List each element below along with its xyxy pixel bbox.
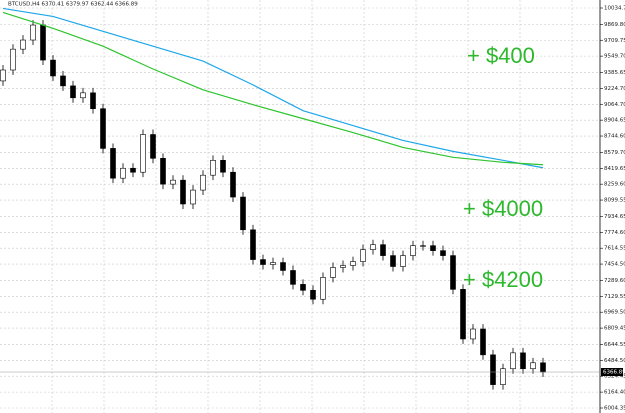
candle-body bbox=[430, 245, 436, 251]
y-tick-label: 9064.70 bbox=[604, 102, 625, 108]
candle-body bbox=[540, 362, 546, 373]
candle-body bbox=[470, 328, 476, 340]
y-tick-label: 7289.60 bbox=[604, 278, 625, 284]
moving-average bbox=[2, 7, 544, 169]
candle-body bbox=[460, 289, 466, 340]
candle-body bbox=[130, 167, 136, 173]
y-tick-label: 7614.55 bbox=[604, 246, 625, 252]
candle-body bbox=[170, 179, 176, 185]
y-tick-label: 8259.60 bbox=[604, 182, 625, 188]
annotation: + $4000 bbox=[463, 196, 543, 221]
candle-body bbox=[420, 245, 426, 247]
y-tick-label: 9709.75 bbox=[604, 38, 625, 44]
candle-body bbox=[480, 328, 486, 356]
candle-body bbox=[120, 167, 126, 179]
y-tick-label: 9385.65 bbox=[604, 70, 625, 76]
candle-body bbox=[110, 148, 116, 179]
candle-body bbox=[400, 255, 406, 267]
y-tick-label: 9549.70 bbox=[604, 54, 625, 60]
candle-body bbox=[230, 171, 236, 198]
y-tick-label: 7129.55 bbox=[604, 294, 625, 300]
candle-body bbox=[20, 39, 26, 50]
candle-body bbox=[370, 244, 376, 250]
candle-body bbox=[70, 85, 76, 99]
y-tick-label: 7934.65 bbox=[604, 214, 625, 220]
candle-body bbox=[0, 69, 6, 82]
y-tick-label: 7774.60 bbox=[604, 230, 625, 236]
y-tick-label: 9224.70 bbox=[604, 86, 625, 92]
candle-body bbox=[330, 267, 336, 278]
candle-body bbox=[280, 262, 286, 271]
annotation: + $4200 bbox=[463, 267, 543, 292]
candle-body bbox=[190, 189, 196, 205]
candle-body bbox=[520, 352, 526, 370]
y-tick-label: 10034.70 bbox=[604, 6, 625, 12]
candle-body bbox=[240, 196, 246, 231]
candle-body bbox=[10, 48, 16, 71]
y-tick-label: 9869.80 bbox=[604, 22, 625, 28]
candle-body bbox=[490, 354, 496, 385]
candle-body bbox=[380, 244, 386, 256]
candle-body bbox=[510, 352, 516, 370]
candle-body bbox=[270, 262, 276, 265]
candle-body bbox=[220, 160, 226, 173]
candle-body bbox=[180, 179, 186, 205]
candle-body bbox=[30, 24, 36, 41]
price-tag-label: 6366.89 bbox=[603, 370, 625, 376]
chart-header: BTCUSD,H4 6370.41 6379.97 6362.44 6366.8… bbox=[8, 2, 138, 8]
y-tick-label: 6484.50 bbox=[604, 358, 625, 364]
y-tick-label: 6324.45 bbox=[604, 374, 625, 380]
candle-body bbox=[340, 265, 346, 268]
candle-body bbox=[40, 24, 46, 61]
candle-body bbox=[260, 259, 266, 265]
candle-body bbox=[150, 134, 156, 159]
y-tick-label: 6644.55 bbox=[604, 342, 625, 348]
y-tick-label: 7454.50 bbox=[604, 262, 625, 268]
candle-body bbox=[310, 290, 316, 300]
candle-body bbox=[250, 229, 256, 260]
y-tick-label: 6004.35 bbox=[604, 406, 625, 412]
price-tag bbox=[601, 368, 623, 377]
candle-body bbox=[390, 255, 396, 267]
y-tick-label: 8744.60 bbox=[604, 134, 625, 140]
candle-body bbox=[210, 160, 216, 176]
candle-body bbox=[60, 75, 66, 87]
candle-body bbox=[300, 284, 306, 291]
candle-body bbox=[450, 255, 456, 290]
annotation: + $400 bbox=[467, 43, 535, 68]
candle-body bbox=[360, 249, 366, 262]
y-tick-label: 8579.70 bbox=[604, 150, 625, 156]
candle-body bbox=[320, 277, 326, 300]
y-tick-label: 8419.65 bbox=[604, 166, 625, 172]
candle-body bbox=[350, 261, 356, 266]
candle-body bbox=[440, 250, 446, 256]
y-tick-label: 6969.50 bbox=[604, 310, 625, 316]
candle-body bbox=[500, 368, 506, 385]
candle-body bbox=[50, 59, 56, 77]
y-tick-label: 8904.65 bbox=[604, 118, 625, 124]
candle-body bbox=[410, 245, 416, 256]
candle-body bbox=[100, 108, 106, 149]
candle-body bbox=[160, 158, 166, 185]
candle-body bbox=[200, 174, 206, 191]
candle-body bbox=[90, 92, 96, 110]
y-tick-label: 8099.55 bbox=[604, 198, 625, 204]
y-tick-label: 6164.40 bbox=[604, 390, 625, 396]
moving-average bbox=[2, 11, 544, 166]
y-tick-label: 6809.45 bbox=[604, 326, 625, 332]
candle-body bbox=[80, 92, 86, 99]
candle-body bbox=[530, 362, 536, 370]
candle-body bbox=[140, 134, 146, 173]
candle-body bbox=[290, 270, 296, 285]
